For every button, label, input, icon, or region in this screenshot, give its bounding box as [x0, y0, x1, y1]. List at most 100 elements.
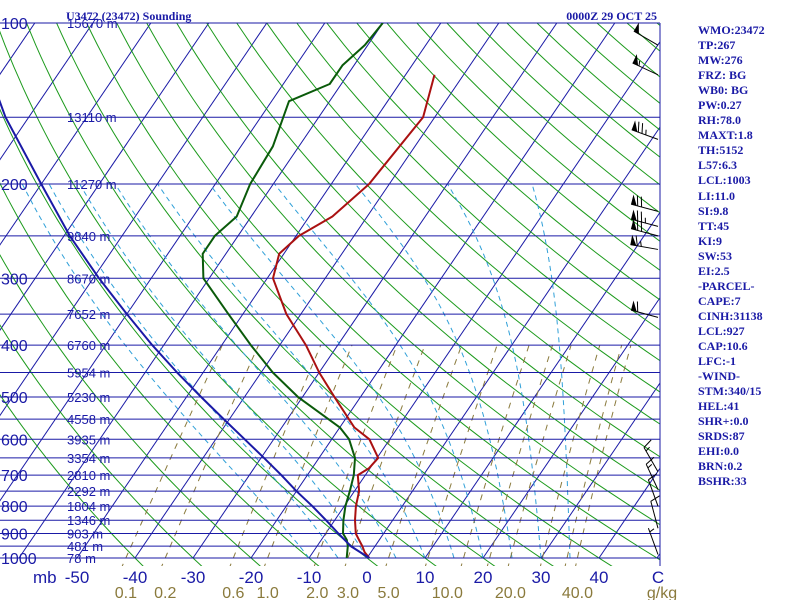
mixing-ratio-line — [575, 344, 632, 566]
isotherm-line — [76, 23, 442, 559]
wind-barb-feather — [637, 121, 640, 133]
dry-adiabat — [0, 254, 261, 566]
index-item: -WIND- — [698, 369, 740, 384]
mixing-ratio-line — [424, 344, 498, 566]
wind-barb — [647, 473, 659, 507]
wind-barb — [643, 439, 659, 473]
mixing-ratio-line — [313, 344, 398, 566]
wind-barb-pennant — [631, 300, 637, 312]
wind-barb-feather — [645, 456, 655, 465]
index-item: MW:276 — [698, 53, 743, 68]
mixing-ratio-line — [507, 344, 572, 566]
dry-adiabat — [26, 23, 496, 566]
wind-barb-pennant — [631, 120, 638, 132]
index-item: HEL:41 — [698, 399, 740, 414]
wind-barb-staff — [650, 501, 659, 529]
height-label: 4558 m — [67, 412, 110, 427]
pressure-tick-label: 400 — [1, 338, 28, 355]
wind-barb-pennant — [631, 219, 637, 231]
dewpoint-trace — [201, 23, 384, 559]
height-label: 8670 m — [67, 271, 110, 286]
stability-indices-panel: WMO:23472 TP:267 MW:276 FRZ: BG WB0: BG PW:0.… — [698, 23, 800, 489]
dry-adiabat — [176, 23, 660, 491]
index-item: WB0: BG — [698, 83, 749, 98]
isobar-lines — [0, 22, 660, 559]
mixing-ratio-line — [161, 344, 259, 566]
index-item: BSHR:33 — [698, 474, 747, 489]
mixing-ratio-tick-label: 2.0 — [306, 585, 328, 600]
wind-barb-half-feather — [647, 464, 653, 469]
index-item: SW:53 — [698, 248, 733, 263]
dry-adiabat — [86, 23, 613, 566]
index-item: EHI:0.0 — [698, 444, 740, 459]
temperature-trace — [272, 74, 436, 559]
isotherm-line — [250, 23, 616, 559]
height-label: 78 m — [67, 551, 96, 566]
index-item: LCL:927 — [698, 323, 745, 338]
isotherm-line — [0, 23, 210, 331]
mixing-ratio-tick-label: 0.2 — [154, 585, 176, 600]
dry-adiabat — [506, 23, 660, 158]
moist-adiabat — [114, 183, 397, 559]
mixing-ratio-tick-label: 5.0 — [377, 585, 399, 600]
pressure-tick-label: 700 — [1, 468, 28, 485]
index-item: TT:45 — [698, 218, 730, 233]
index-item: KI:9 — [698, 233, 722, 248]
dry-adiabat — [56, 23, 554, 566]
dry-adiabat — [236, 23, 660, 425]
wind-barb-staff — [631, 129, 659, 140]
isotherm-line — [0, 23, 94, 161]
mixing-ratio-tick-label: 1.0 — [257, 585, 279, 600]
dry-adiabat — [0, 324, 203, 566]
pressure-tick-label: 300 — [1, 271, 28, 288]
mixing-ratio-tick-label: 3.0 — [337, 585, 359, 600]
dry-adiabat — [446, 23, 660, 214]
mixing-ratio-line — [486, 344, 553, 566]
dry-adiabat — [0, 30, 437, 566]
mixing-ratio-tick-label: 0.6 — [222, 585, 244, 600]
index-item: SRDS:87 — [698, 429, 745, 444]
mixing-ratio-tick-label: 40.0 — [562, 585, 593, 600]
wind-barb-feather — [643, 439, 652, 448]
wind-barb-staff — [647, 528, 659, 555]
height-label: 2292 m — [67, 484, 110, 499]
height-label: 1346 m — [67, 513, 110, 528]
index-item: LI:11.0 — [698, 188, 736, 203]
x-unit-label: mb — [33, 568, 57, 587]
moist-adiabat — [79, 183, 368, 559]
wind-barb-half-feather — [645, 446, 650, 452]
pressure-tick-label: 200 — [1, 177, 28, 194]
height-label: 7652 m — [67, 307, 110, 322]
mixing-ratio-tick-label: 20.0 — [495, 585, 526, 600]
dry-adiabat — [0, 394, 144, 566]
temperature-tick-label: -30 — [181, 568, 206, 587]
wind-barb-feather — [650, 495, 660, 502]
height-label: 11270 m — [67, 177, 117, 192]
wind-barb-pennant — [633, 22, 639, 35]
temperature-tick-label: 30 — [532, 568, 551, 587]
isotherm-line — [308, 40, 660, 559]
chart-time: 0000Z 29 OCT 25 — [566, 9, 657, 23]
temperature-tick-label: -10 — [297, 568, 322, 587]
wind-barb-staff — [630, 218, 659, 227]
wind-barb-pennant — [632, 54, 639, 66]
mixing-ratio-line — [539, 344, 601, 566]
wind-barb — [630, 300, 659, 318]
dry-adiabat — [476, 23, 660, 186]
mixing-ratio-line — [385, 344, 463, 566]
height-label: 3354 m — [67, 451, 110, 466]
index-item: TH:5152 — [698, 143, 744, 158]
wind-barb — [630, 209, 659, 227]
wind-barb-staff — [632, 62, 659, 76]
wind-barbs — [630, 22, 660, 555]
wind-barb-staff — [630, 244, 659, 250]
mixing-ratio-line — [264, 344, 353, 566]
index-item: L57:6.3 — [698, 158, 737, 173]
height-label: 6760 m — [67, 338, 110, 353]
temperature-tick-label: -20 — [239, 568, 264, 587]
mixing-ratio-line — [344, 344, 426, 566]
wind-barb — [630, 234, 659, 250]
height-label: 9840 m — [67, 229, 110, 244]
dry-adiabat — [116, 23, 660, 561]
wind-barb-pennant — [631, 209, 637, 221]
